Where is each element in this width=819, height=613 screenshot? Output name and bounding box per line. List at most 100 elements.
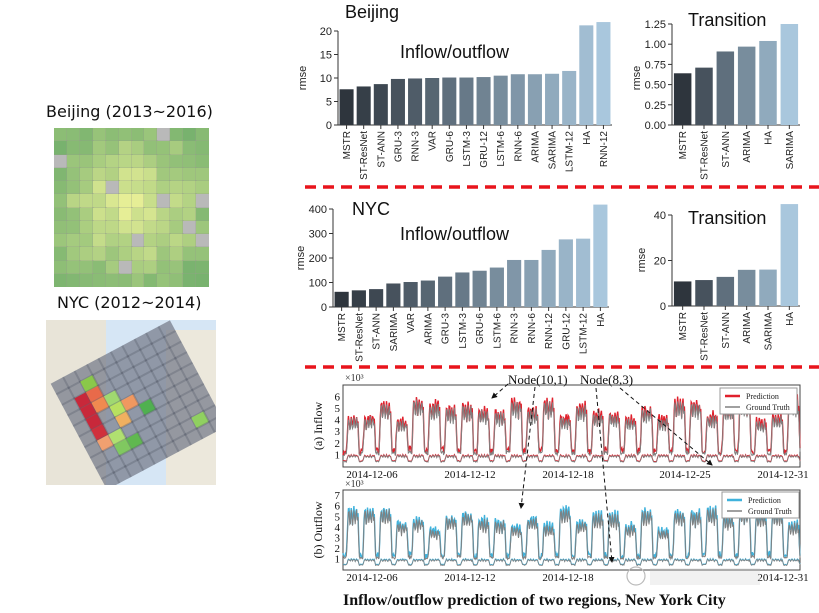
x-tick-label: ST-ANN: [721, 131, 732, 168]
heatmap-cell: [91, 246, 107, 262]
x-tick-label: GRU-3: [441, 313, 452, 345]
x-tick-label: GRU-3: [393, 131, 404, 163]
heatmap-cell: [195, 259, 209, 275]
bar: [545, 73, 560, 125]
heatmap-cell: [65, 153, 81, 169]
heatmap-cell: [117, 128, 133, 143]
heatmap-cell: [182, 153, 198, 169]
bar: [579, 25, 594, 125]
heatmap-cell: [156, 179, 172, 196]
heatmap-cell: [91, 232, 107, 249]
x-tick-label: ST-ResNet: [700, 312, 711, 361]
x-tick-label: 2014-12-18: [542, 469, 594, 481]
bar: [780, 24, 799, 125]
heatmap-cell: [78, 259, 94, 275]
y-tick-label: 20: [654, 256, 666, 268]
x-tick-label: ARIMA: [742, 312, 753, 344]
x-tick-label: ST-ResNet: [354, 313, 365, 362]
y-tick-label: 3: [335, 532, 341, 544]
x-tick-label: ST-ResNet: [359, 131, 370, 180]
heatmap-cell: [156, 193, 172, 209]
y-tick-label: 0.00: [645, 120, 666, 132]
heatmap-cell: [130, 153, 146, 169]
x-tick-label: LSTM-6: [496, 131, 507, 167]
heatmap-cell: [195, 128, 209, 143]
y-axis-label: (b) Outflow: [311, 501, 325, 558]
x-tick-label: 2014-12-18: [542, 572, 594, 584]
y-tick-label: 2: [335, 438, 341, 450]
heatmap-cell: [117, 259, 133, 275]
y-tick-label: 40: [654, 210, 666, 222]
heatmap-cell: [65, 232, 81, 249]
y-axis-label: (a) Inflow: [311, 402, 325, 451]
heatmap-cell: [143, 193, 159, 209]
chart-title: NYC: [352, 199, 390, 219]
heatmap-cell: [78, 166, 94, 183]
x-tick-label: RNN-3: [510, 313, 521, 344]
node-annotation: Node(8,3): [580, 372, 633, 387]
heatmap-cell: [117, 246, 133, 262]
heatmap-cell: [169, 246, 185, 262]
x-tick-label: VAR: [406, 313, 417, 333]
bar: [558, 239, 573, 307]
heatmap-cell: [91, 193, 107, 209]
heatmap-cell: [104, 206, 120, 222]
heatmap-cell: [182, 140, 198, 156]
heatmap-cell: [117, 153, 133, 169]
bar: [593, 204, 608, 307]
heatmap-cell: [169, 259, 185, 275]
bar: [759, 269, 777, 306]
chart-title: Transition: [688, 208, 766, 228]
y-tick-label: 100: [309, 278, 327, 290]
heatmap-cell: [54, 128, 68, 143]
y-tick-label: 0: [326, 120, 332, 132]
heatmap-cell: [130, 206, 146, 222]
x-tick-label: MSTR: [337, 313, 348, 341]
beijing-heatmap-image: [54, 128, 209, 287]
heatmap-cell: [143, 232, 159, 249]
bar: [369, 289, 384, 307]
heatmap-cell: [156, 259, 172, 275]
heatmap-cell: [65, 206, 81, 222]
annotation-arrow: [595, 387, 615, 563]
heatmap-cell: [54, 272, 68, 287]
bar: [716, 51, 735, 125]
y-multiplier-label: ×10³: [345, 479, 364, 490]
bar: [673, 281, 692, 306]
heatmap-cell: [54, 179, 68, 196]
heatmap-cell: [130, 272, 146, 287]
heatmap-cell: [169, 219, 185, 236]
heatmap-cell: [195, 179, 209, 196]
heatmap-cell: [130, 193, 146, 209]
y-tick-label: 5: [326, 97, 332, 109]
ground-truth-series-low: [342, 557, 801, 567]
heatmap-cell: [54, 232, 68, 249]
heatmap-cell: [156, 246, 172, 262]
heatmap-cell: [143, 206, 159, 222]
heatmap-cell: [182, 206, 198, 222]
bar: [737, 46, 756, 125]
heatmap-cell: [117, 193, 133, 209]
bar: [695, 280, 713, 306]
heatmap-cell: [65, 140, 81, 156]
heatmap-cell: [91, 166, 107, 183]
y-axis-label: rmse: [631, 66, 643, 90]
heatmap-cell: [143, 166, 159, 183]
heatmap-cell: [156, 272, 172, 287]
y-tick-label: 400: [309, 204, 327, 216]
bar: [386, 283, 401, 307]
x-tick-label: ARIMA: [423, 313, 434, 345]
watermark-logo-icon: [626, 566, 646, 586]
bar: [596, 22, 611, 125]
x-tick-label: GRU-6: [445, 131, 456, 163]
heatmap-cell: [117, 166, 133, 183]
x-tick-label: MSTR: [678, 312, 689, 340]
y-tick-label: 4: [335, 415, 341, 427]
y-tick-label: 0.75: [645, 59, 666, 71]
heatmap-cell: [65, 272, 81, 287]
heatmap-cell: [54, 140, 68, 156]
heatmap-cell: [143, 246, 159, 262]
heatmap-cell: [91, 272, 107, 287]
x-tick-label: 2014-12-12: [444, 572, 495, 584]
